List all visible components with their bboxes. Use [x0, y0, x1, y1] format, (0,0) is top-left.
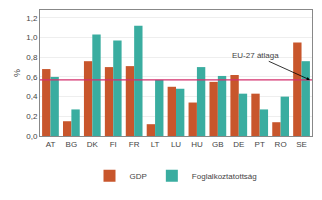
svg-text:0,6: 0,6 — [26, 73, 38, 82]
svg-text:RO: RO — [275, 140, 287, 149]
svg-text:GB: GB — [212, 140, 224, 149]
svg-text:FR: FR — [129, 140, 140, 149]
svg-text:PT: PT — [255, 140, 265, 149]
svg-text:1,0: 1,0 — [26, 33, 38, 42]
svg-text:AT: AT — [46, 140, 56, 149]
svg-text:%: % — [12, 69, 22, 77]
svg-text:0,4: 0,4 — [26, 92, 38, 101]
svg-text:1,2: 1,2 — [26, 14, 38, 23]
svg-text:0,8: 0,8 — [26, 53, 38, 62]
svg-text:EU‑27 átlaga: EU‑27 átlaga — [232, 51, 279, 60]
svg-text:FI: FI — [110, 140, 117, 149]
svg-text:0,2: 0,2 — [26, 112, 38, 121]
svg-text:Foglalkoztatottság: Foglalkoztatottság — [192, 172, 257, 181]
svg-text:GDP: GDP — [130, 172, 147, 181]
svg-text:DK: DK — [87, 140, 99, 149]
svg-text:SE: SE — [296, 140, 307, 149]
svg-text:HU: HU — [191, 140, 203, 149]
svg-text:0,0: 0,0 — [26, 132, 38, 141]
svg-text:DE: DE — [233, 140, 244, 149]
svg-text:LU: LU — [171, 140, 181, 149]
svg-text:BG: BG — [66, 140, 78, 149]
svg-text:LT: LT — [151, 140, 160, 149]
